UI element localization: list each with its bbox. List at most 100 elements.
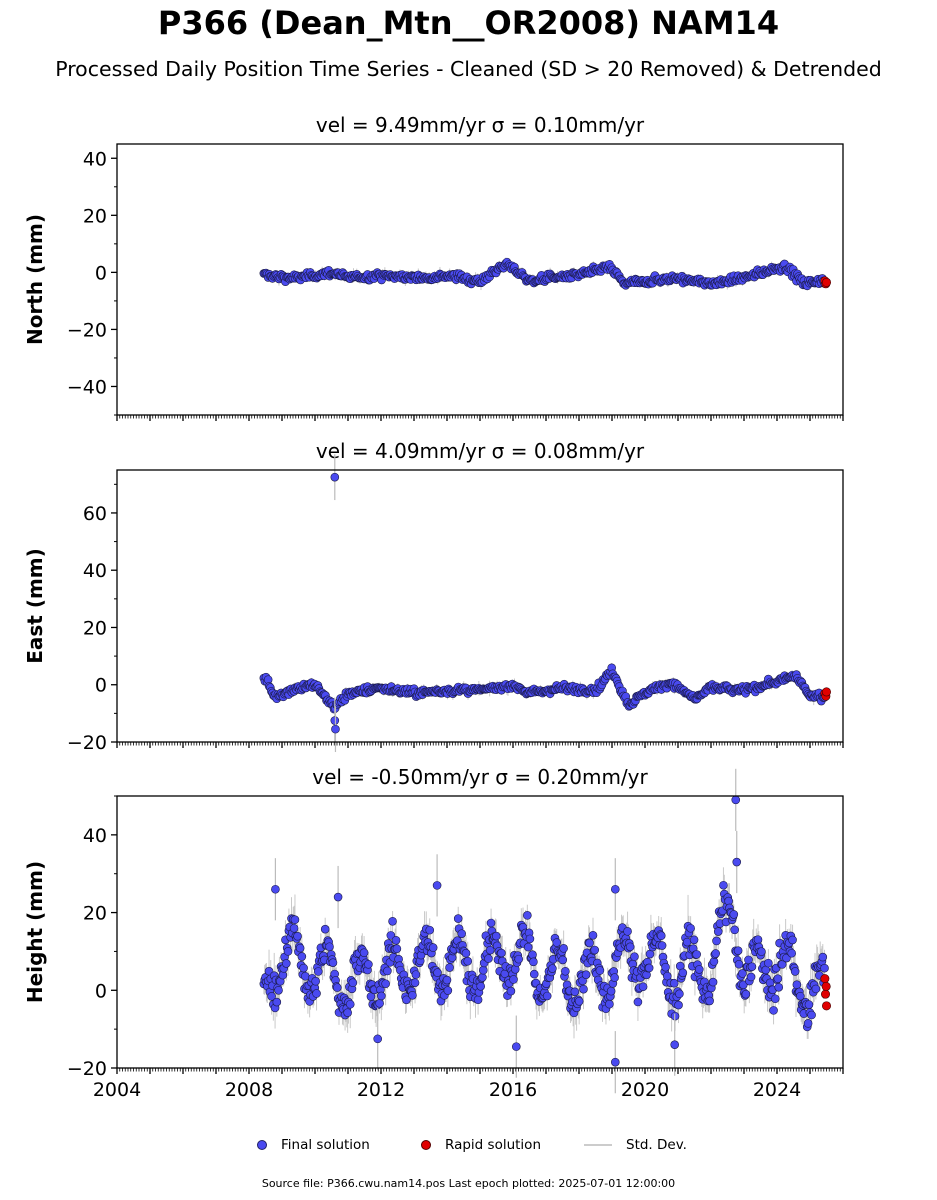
final-solution-point: [289, 923, 299, 933]
page-title: P366 (Dean_Mtn__OR2008) NAM14: [157, 4, 780, 42]
final-solution-point: [638, 982, 648, 992]
x-tick-label: 2020: [621, 1079, 669, 1101]
final-solution-point: [271, 884, 280, 894]
final-solution-point: [432, 881, 442, 890]
final-solution-point: [297, 952, 307, 961]
final-solution-point: [433, 968, 442, 977]
final-solution-point: [330, 716, 340, 725]
final-solution-point: [491, 931, 501, 941]
final-solution-point: [747, 962, 757, 971]
final-solution-point: [787, 948, 796, 958]
final-solution-point: [570, 987, 580, 997]
final-solution-point: [330, 472, 340, 482]
x-tick-label: 2016: [489, 1079, 537, 1101]
final-solution-point: [391, 935, 401, 945]
final-solution-point: [746, 972, 756, 982]
final-solution-point: [373, 1034, 383, 1044]
panel-title-north: vel = 9.49mm/yr σ = 0.10mm/yr: [316, 113, 645, 137]
final-solution-point: [332, 983, 342, 992]
final-solution-point: [713, 927, 723, 936]
final-solution-point: [558, 955, 568, 965]
final-solution-point: [712, 936, 721, 946]
final-solution-point: [820, 963, 829, 973]
final-solution-point: [559, 944, 568, 953]
rapid-solution-point: [821, 277, 831, 287]
final-solution-point: [283, 947, 293, 956]
final-solution-point: [506, 986, 516, 996]
rapid-marker-icon: [421, 1140, 431, 1150]
final-solution-point: [804, 1000, 814, 1009]
final-solution-point: [359, 948, 369, 958]
data-points-north: [259, 257, 831, 291]
final-solution-point: [757, 947, 766, 956]
final-solution-point: [484, 954, 493, 963]
panel-east: vel = 4.09mm/yr σ = 0.08mm/yr East (mm) −2…: [23, 439, 844, 754]
final-solution-point: [473, 995, 483, 1005]
final-solution-point: [803, 1019, 813, 1028]
final-solution-point: [511, 1042, 521, 1051]
panel-title-east: vel = 4.09mm/yr σ = 0.08mm/yr: [316, 439, 645, 463]
final-solution-point: [381, 979, 390, 989]
legend-final-label: Final solution: [281, 1137, 370, 1153]
final-solution-point: [528, 950, 537, 959]
final-solution-point: [731, 795, 741, 805]
x-tick-label: 2024: [753, 1079, 801, 1101]
final-solution-point: [552, 938, 562, 947]
final-solution-point: [625, 942, 635, 952]
panel-title-height: vel = -0.50mm/yr σ = 0.20mm/yr: [312, 765, 648, 789]
final-solution-point: [630, 952, 639, 961]
y-tick-label: 40: [83, 825, 107, 847]
final-solution-point: [345, 999, 355, 1009]
final-solution-point: [588, 930, 598, 940]
final-solution-point: [705, 996, 714, 1006]
source-note: Source file: P366.cwu.nam14.pos Last epo…: [261, 1177, 676, 1190]
rapid-solution-point: [821, 989, 831, 999]
final-solution-point: [606, 986, 616, 996]
final-solution-point: [410, 978, 420, 988]
final-solution-point: [295, 943, 305, 953]
final-solution-point: [523, 942, 533, 952]
final-solution-point: [674, 1000, 683, 1010]
data-points-east: [259, 454, 831, 753]
rapid-solution-point: [820, 974, 830, 984]
final-solution-point: [293, 931, 302, 941]
y-tick-label: 40: [83, 148, 107, 170]
final-solution-point: [311, 976, 320, 986]
final-solution-point: [818, 952, 828, 962]
legend-std-label: Std. Dev.: [626, 1137, 687, 1153]
y-tick-label: −20: [67, 1058, 107, 1080]
y-tick-label: 0: [95, 675, 107, 697]
final-solution-point: [509, 975, 518, 984]
final-solution-point: [807, 1010, 816, 1020]
final-solution-point: [661, 962, 670, 972]
final-solution-point: [497, 948, 506, 958]
final-solution-point: [445, 963, 454, 972]
page-subtitle: Processed Daily Position Time Series - C…: [55, 57, 882, 81]
final-solution-point: [392, 944, 402, 954]
final-solution-point: [514, 954, 524, 964]
y-tick-label: 0: [95, 980, 107, 1002]
y-tick-label: 0: [95, 262, 107, 284]
final-solution-point: [282, 959, 291, 968]
final-solution-point: [463, 956, 473, 966]
y-axis-label-east: East (mm): [23, 548, 47, 664]
final-solution-point: [657, 941, 667, 950]
y-tick-label: 20: [83, 617, 107, 639]
final-solution-point: [529, 957, 538, 967]
final-solution-point: [730, 925, 739, 935]
final-solution-point: [590, 945, 600, 955]
final-solution-point: [605, 999, 614, 1009]
panel-height: vel = -0.50mm/yr σ = 0.20mm/yr Height (mm…: [23, 765, 844, 1101]
final-solution-point: [694, 965, 704, 974]
final-solution-point: [299, 963, 308, 973]
final-solution-point: [377, 991, 386, 1001]
final-solution-point: [574, 996, 584, 1006]
final-solution-point: [408, 990, 417, 1000]
final-solution-point: [542, 991, 552, 1001]
final-solution-point: [595, 966, 605, 975]
final-solution-point: [442, 975, 452, 985]
final-solution-point: [610, 884, 620, 894]
final-solution-point: [388, 916, 397, 926]
final-solution-point: [523, 911, 532, 920]
